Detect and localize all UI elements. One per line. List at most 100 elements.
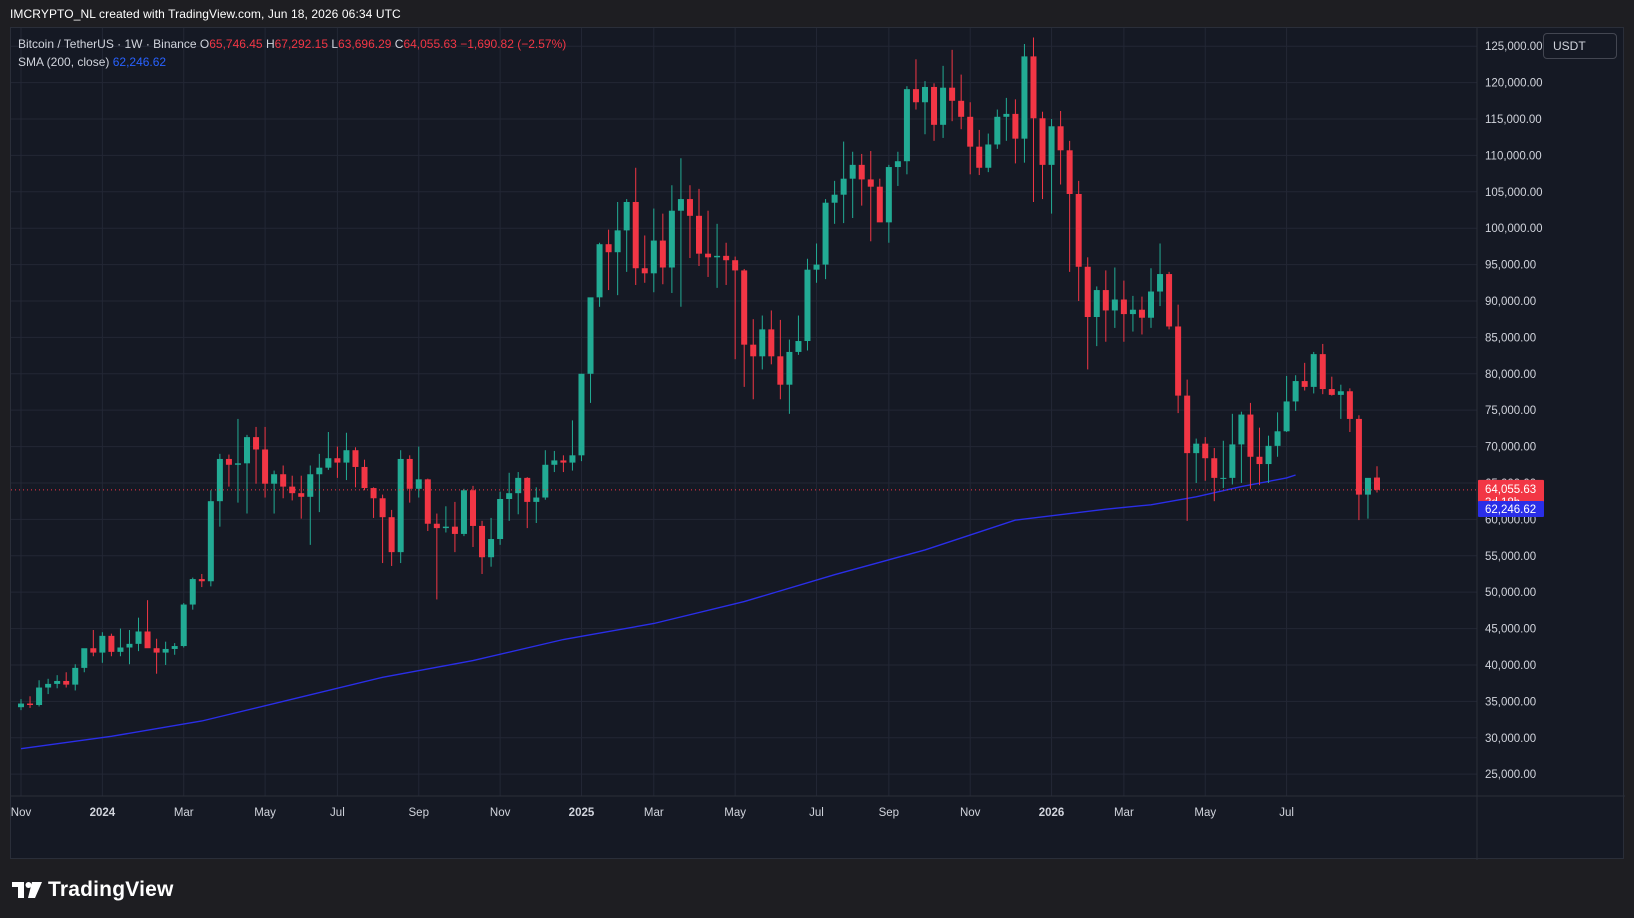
candle <box>316 453 323 513</box>
chart-pane[interactable]: 25,000.00 30,000.00 35,000.00 40,000.00 45,0… <box>10 27 1625 860</box>
candle-body <box>488 539 495 558</box>
candle-body <box>786 351 793 385</box>
candle <box>641 235 648 283</box>
candle <box>81 648 88 673</box>
candle-body <box>912 89 919 103</box>
candle-body <box>659 240 666 268</box>
price-tick-label: 120,000.00 <box>1485 78 1543 90</box>
tradingview-logo-icon <box>12 882 42 898</box>
candle-body <box>849 164 856 179</box>
candle <box>714 223 721 288</box>
candle-body <box>388 517 395 553</box>
candle <box>912 59 919 110</box>
candle <box>1157 243 1164 307</box>
candle-body <box>424 479 431 524</box>
candle-body <box>569 455 576 463</box>
candle-body <box>723 255 730 261</box>
candle <box>415 446 422 498</box>
candle <box>253 426 260 484</box>
candle-body <box>840 178 847 195</box>
candle <box>1202 437 1209 481</box>
candle <box>334 446 341 478</box>
candle <box>90 630 97 657</box>
candle-body <box>1075 193 1082 267</box>
candle-body <box>298 493 305 497</box>
symbol-title[interactable]: Bitcoin / TetherUS · 1W · Binance <box>18 37 197 51</box>
candle <box>99 632 106 663</box>
candle <box>1166 271 1173 330</box>
candle <box>307 465 314 545</box>
candle <box>352 447 359 488</box>
price-tick-label: 60,000.00 <box>1485 514 1536 526</box>
candle-body <box>189 579 196 605</box>
candle-body <box>650 240 657 274</box>
candle <box>1328 376 1335 396</box>
candle-body <box>1211 458 1218 478</box>
candle <box>1193 438 1200 483</box>
candle-body <box>1328 389 1335 395</box>
time-tick-label: 2024 <box>90 807 116 819</box>
currency-button[interactable]: USDT <box>1543 33 1617 59</box>
candle <box>27 696 34 708</box>
candle <box>587 297 594 403</box>
price-chart[interactable]: 25,000.00 30,000.00 35,000.00 40,000.00 45,0… <box>11 28 1625 860</box>
candle <box>506 472 513 521</box>
candle <box>433 513 440 600</box>
candle <box>280 465 287 499</box>
candle-body <box>641 268 648 274</box>
tradingview-logo[interactable]: TradingView <box>12 876 174 904</box>
candle <box>1057 110 1064 185</box>
candle-body <box>1129 309 1136 315</box>
candle <box>1211 448 1218 502</box>
price-tick-label: 30,000.00 <box>1485 733 1536 745</box>
candle <box>289 475 296 501</box>
candle-body <box>379 498 386 518</box>
candle-body <box>361 466 368 489</box>
candle <box>569 420 576 471</box>
candle <box>560 455 567 473</box>
candle <box>1003 97 1010 141</box>
candle <box>894 151 901 186</box>
candle <box>849 151 856 218</box>
candle-body <box>940 87 947 125</box>
candle <box>171 643 178 655</box>
candle-body <box>1039 118 1046 165</box>
candle <box>244 434 250 514</box>
candle <box>596 242 603 307</box>
candle <box>822 199 829 280</box>
candle <box>650 208 657 293</box>
candle <box>1021 44 1028 163</box>
candle <box>1229 413 1236 485</box>
candle-body <box>1184 395 1191 454</box>
candle-body <box>126 643 133 648</box>
price-tick-label: 105,000.00 <box>1485 187 1543 199</box>
candle-body <box>397 458 404 553</box>
candle <box>876 178 883 223</box>
candle-body <box>470 490 476 526</box>
price-tick-label: 50,000.00 <box>1485 587 1536 599</box>
candle-body <box>551 460 558 465</box>
candle-body <box>1220 477 1227 479</box>
sma-title[interactable]: SMA (200, close) <box>18 55 110 69</box>
candle <box>659 213 666 285</box>
candle-body <box>686 199 693 216</box>
candle-body <box>831 194 838 203</box>
candle <box>361 459 368 491</box>
candle-body <box>533 497 540 502</box>
price-tick-label: 90,000.00 <box>1485 296 1536 308</box>
candle-body <box>542 464 549 498</box>
candle <box>470 485 476 548</box>
candle-body <box>1229 444 1236 478</box>
candle-body <box>668 210 675 268</box>
candle <box>985 133 992 173</box>
candle <box>108 633 115 657</box>
low-label: L <box>331 37 339 51</box>
price-tick-label: 125,000.00 <box>1485 41 1543 53</box>
candle <box>515 472 522 515</box>
candle-body <box>759 329 766 357</box>
candle <box>488 517 495 567</box>
candle <box>144 600 151 649</box>
sma-line <box>20 474 1296 750</box>
candle-body <box>1175 326 1182 396</box>
candle-body <box>1166 274 1173 327</box>
